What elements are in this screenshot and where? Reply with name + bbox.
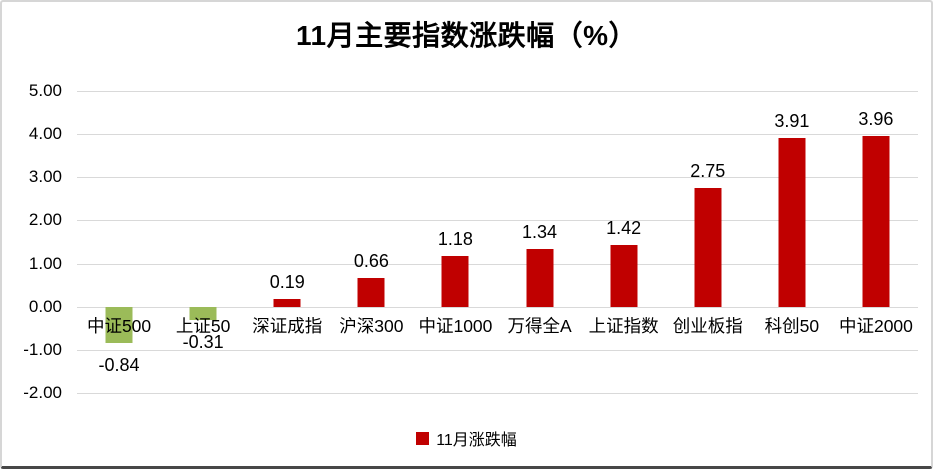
legend: 11月涨跌幅 (2, 426, 931, 450)
y-tick-label: 5.00 (28, 81, 62, 100)
value-label: -0.84 (98, 354, 140, 375)
y-tick-label: -2.00 (23, 383, 62, 402)
chart-title: 11月主要指数涨跌幅（%） (296, 20, 637, 51)
bar (694, 188, 722, 307)
category-label: 科创50 (764, 315, 820, 336)
gridline (77, 134, 918, 136)
y-tick-label: 4.00 (28, 124, 62, 144)
bar (273, 298, 301, 307)
value-label: 1.42 (606, 218, 642, 239)
value-label: 3.91 (774, 111, 810, 132)
category-label: 创业板指 (672, 315, 743, 336)
bar (862, 135, 890, 307)
category-label: 万得全A (507, 315, 572, 336)
category-label: 中证500 (86, 315, 152, 336)
gridline (77, 349, 918, 351)
bar (105, 306, 133, 343)
gridline (77, 177, 918, 179)
category-label: 深证成指 (252, 315, 323, 336)
gridline (77, 220, 918, 222)
bar (441, 255, 469, 307)
category-label: 上证指数 (588, 315, 659, 336)
category-label: 沪深300 (339, 315, 404, 336)
bar (357, 278, 385, 307)
category-label: 上证50 (175, 315, 231, 336)
value-label: 0.19 (269, 271, 305, 292)
value-label: 1.18 (437, 228, 473, 249)
category-label: 中证1000 (418, 315, 493, 336)
value-label: 2.75 (690, 161, 726, 182)
category-label: 中证2000 (838, 315, 913, 336)
legend-label: 11月涨跌幅 (436, 432, 517, 449)
value-label: -0.31 (182, 332, 224, 353)
plot-area: -0.84 中证500 -0.31 上证50 0.19 深证成指 0.66 沪深300 1.18… (77, 91, 918, 394)
value-label: 3.96 (858, 108, 894, 129)
legend-marker-icon (416, 431, 430, 445)
y-tick-label: -1.00 (23, 339, 62, 359)
y-tick-label: 3.00 (28, 167, 62, 187)
y-axis: 5.00 4.00 3.00 2.00 1.00 0.00 -1.00 -2.00 (2, 81, 68, 402)
y-tick-label: 0.00 (28, 296, 62, 316)
y-tick-label: 2.00 (28, 210, 62, 230)
bar (610, 245, 638, 307)
bar (778, 138, 806, 307)
value-label: 1.34 (522, 221, 558, 242)
bar (189, 306, 217, 321)
gridline (77, 393, 918, 394)
gridline (77, 263, 918, 265)
gridline (77, 91, 918, 92)
bar (526, 248, 554, 307)
value-label: 0.66 (353, 251, 389, 272)
y-tick-label: 1.00 (28, 253, 62, 273)
gridline (77, 306, 918, 308)
